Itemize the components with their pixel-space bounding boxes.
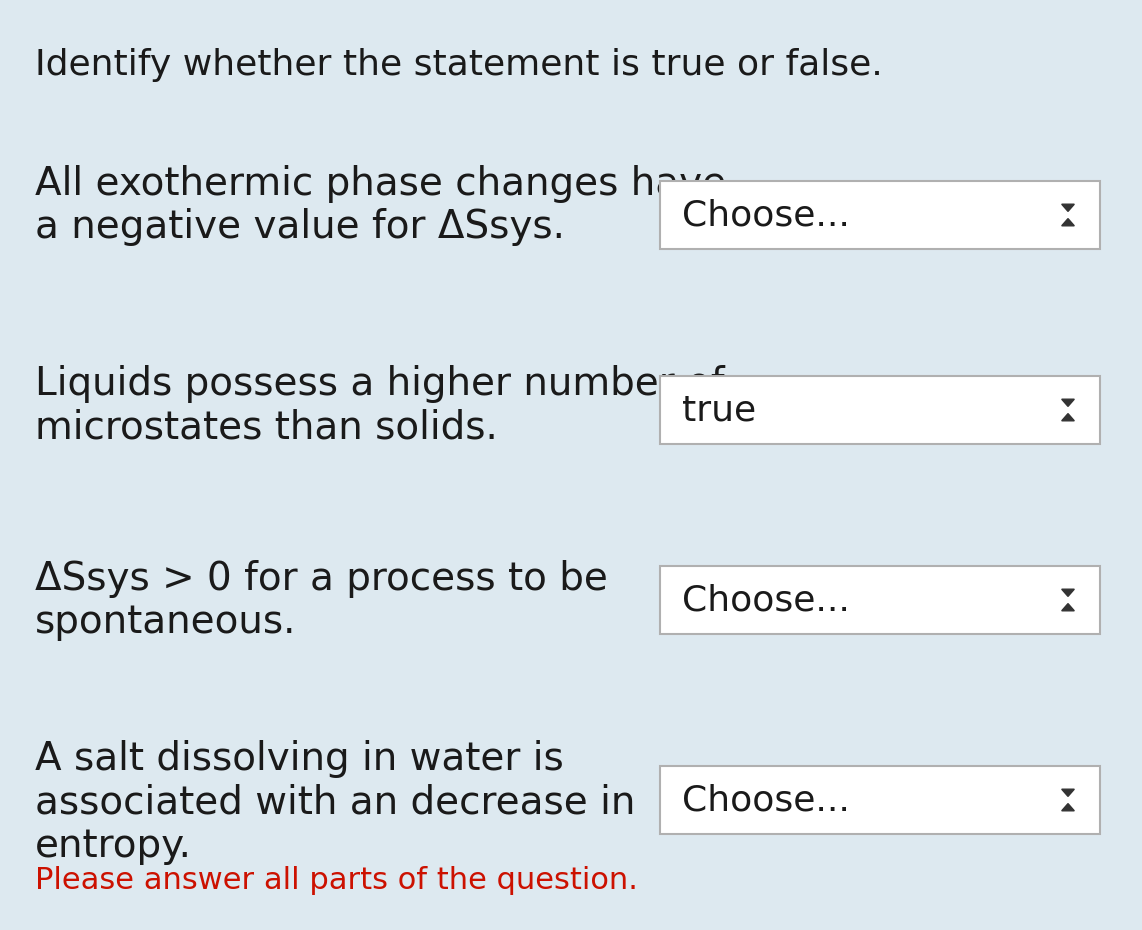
FancyBboxPatch shape [660,181,1100,249]
FancyBboxPatch shape [660,766,1100,834]
Polygon shape [1062,205,1075,211]
Polygon shape [1062,790,1075,796]
Text: associated with an decrease in: associated with an decrease in [35,783,635,821]
Text: a negative value for ΔSsys.: a negative value for ΔSsys. [35,208,565,246]
Text: Identify whether the statement is true or false.: Identify whether the statement is true o… [35,48,883,82]
Text: Choose...: Choose... [682,783,850,817]
Polygon shape [1062,399,1075,406]
Text: ΔSsys > 0 for a process to be: ΔSsys > 0 for a process to be [35,560,608,598]
Text: All exothermic phase changes have: All exothermic phase changes have [35,165,726,203]
Text: entropy.: entropy. [35,827,192,865]
FancyBboxPatch shape [660,566,1100,634]
Text: spontaneous.: spontaneous. [35,604,297,642]
Polygon shape [1062,604,1075,611]
Polygon shape [1062,590,1075,596]
Text: microstates than solids.: microstates than solids. [35,408,498,446]
FancyBboxPatch shape [660,376,1100,444]
Text: Choose...: Choose... [682,198,850,232]
Text: A salt dissolving in water is: A salt dissolving in water is [35,740,564,778]
Text: Liquids possess a higher number of: Liquids possess a higher number of [35,365,725,403]
Polygon shape [1062,414,1075,420]
Text: true: true [682,393,756,427]
Text: Choose...: Choose... [682,583,850,617]
Polygon shape [1062,804,1075,811]
Polygon shape [1062,219,1075,226]
Text: Please answer all parts of the question.: Please answer all parts of the question. [35,866,638,895]
